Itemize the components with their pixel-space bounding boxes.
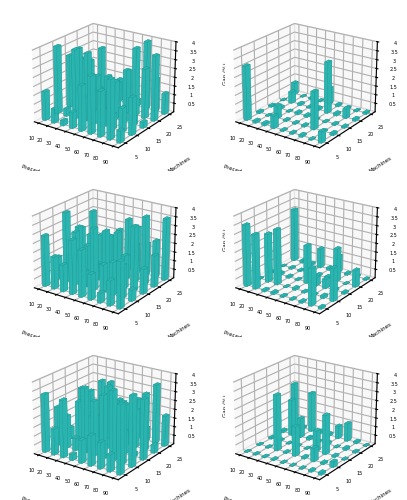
Y-axis label: Machines: Machines [167, 322, 192, 340]
X-axis label: Precedence Proportion: Precedence Proportion [21, 496, 82, 500]
Y-axis label: Machines: Machines [167, 156, 192, 174]
Y-axis label: Machines: Machines [167, 488, 192, 500]
Y-axis label: Machines: Machines [369, 322, 393, 340]
X-axis label: Precedence Proportion: Precedence Proportion [223, 164, 283, 187]
X-axis label: Precedence Proportion: Precedence Proportion [21, 164, 82, 187]
Y-axis label: Machines: Machines [369, 156, 393, 174]
X-axis label: Precedence Proportion: Precedence Proportion [21, 330, 82, 353]
X-axis label: Precedence Proportion: Precedence Proportion [223, 496, 283, 500]
X-axis label: Precedence Proportion: Precedence Proportion [223, 330, 283, 353]
Y-axis label: Machines: Machines [369, 488, 393, 500]
